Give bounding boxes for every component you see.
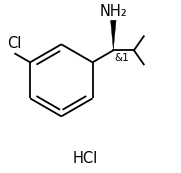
Text: &1: &1	[115, 53, 129, 63]
Text: Cl: Cl	[7, 36, 22, 51]
Text: HCl: HCl	[73, 151, 98, 166]
Polygon shape	[111, 20, 116, 49]
Text: NH₂: NH₂	[100, 4, 127, 19]
